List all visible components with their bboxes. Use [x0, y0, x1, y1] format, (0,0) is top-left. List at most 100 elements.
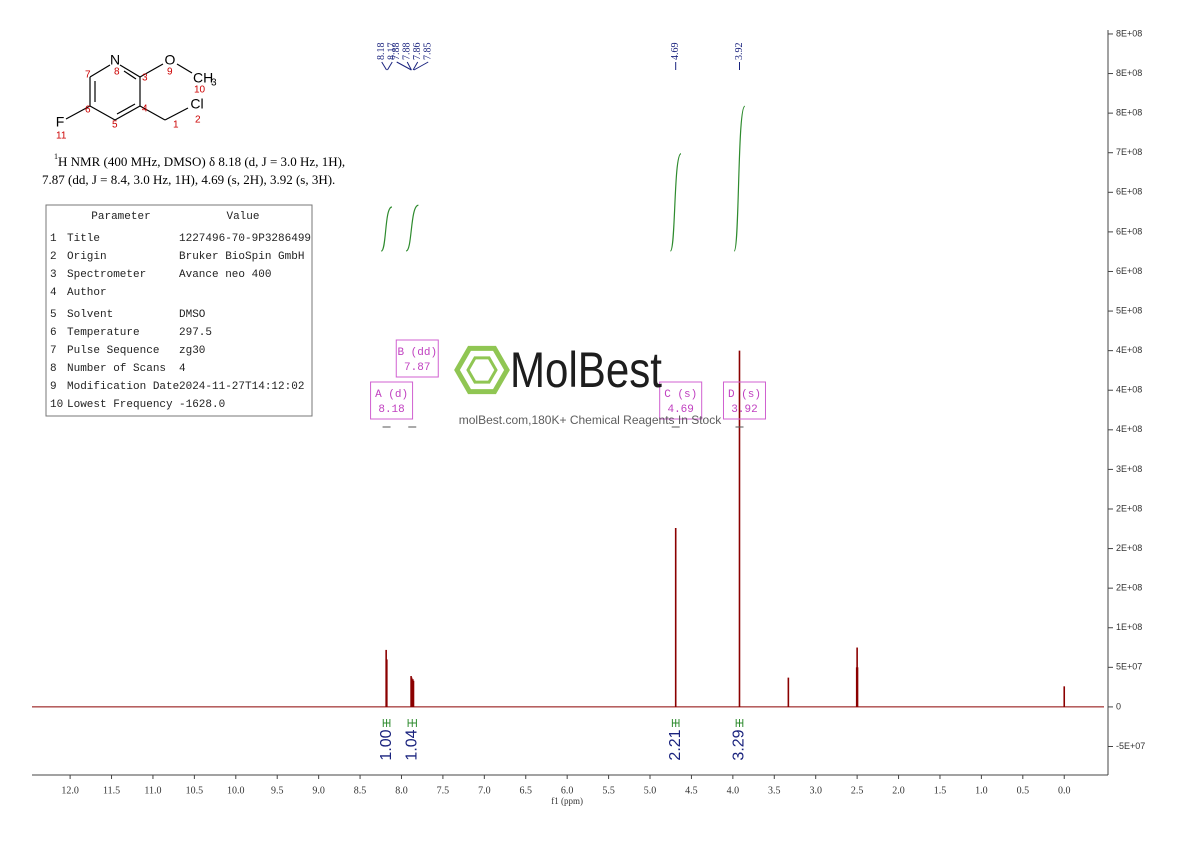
- table-cell: Avance neo 400: [179, 269, 271, 281]
- bond: [139, 105, 166, 121]
- x-tick-label: 0.0: [1058, 785, 1071, 796]
- x-axis-label: f1 (ppm): [551, 796, 583, 806]
- table-cell: 10: [50, 399, 63, 411]
- multiplet-box: [395, 339, 439, 378]
- multiplet-box: [659, 381, 703, 420]
- x-tick-label: 0.5: [1017, 785, 1030, 796]
- x-tick-label: 8.0: [395, 785, 408, 796]
- bond: [89, 105, 116, 121]
- atom: F: [56, 114, 65, 130]
- bond: [114, 105, 141, 121]
- y-tick-label: 1E+08: [1116, 622, 1142, 632]
- x-tick-label: 11.5: [103, 785, 120, 796]
- table-cell: 7: [50, 345, 57, 357]
- table-cell: Solvent: [67, 309, 113, 321]
- table-cell: 9: [50, 381, 57, 393]
- x-tick-label: 9.0: [312, 785, 325, 796]
- integral-label: 2.21: [667, 729, 684, 760]
- y-tick-label: -5E+07: [1116, 741, 1145, 751]
- table-cell: 1227496-70-9P3286499: [179, 233, 311, 245]
- atom-number: 1: [173, 120, 179, 131]
- x-tick-label: 1.0: [975, 785, 988, 796]
- x-tick-label: 3.0: [809, 785, 822, 796]
- y-tick-label: 6E+08: [1116, 187, 1142, 197]
- y-tick-label: 4E+08: [1116, 424, 1142, 434]
- table-cell: Modification Date: [67, 381, 179, 393]
- y-tick-label: 4E+08: [1116, 385, 1142, 395]
- integral-label: 3.29: [731, 729, 748, 760]
- atom: Cl: [190, 96, 203, 112]
- y-tick-label: 6E+08: [1116, 226, 1142, 236]
- x-tick-label: 7.5: [437, 785, 450, 796]
- parameter-table: Parameter Value 1 Title 1227496-70-9P32864…: [45, 204, 313, 417]
- peak-label: 7.85: [423, 43, 434, 61]
- atom-number: 8: [114, 67, 120, 78]
- bond: [116, 103, 136, 115]
- x-tick-label: 6.0: [561, 785, 574, 796]
- bond: [65, 105, 91, 120]
- multiplet-label: A (d): [375, 389, 408, 401]
- y-tick-label: 5E+07: [1116, 662, 1142, 672]
- x-tick-label: 5.0: [644, 785, 657, 796]
- table-cell: 8: [50, 363, 57, 375]
- table-cell: Title: [67, 233, 100, 245]
- description-line: H NMR (400 MHz, DMSO) δ 8.18 (d, J = 3.0…: [58, 154, 345, 169]
- y-tick-label: 8E+08: [1116, 68, 1142, 78]
- table-cell: 5: [50, 309, 57, 321]
- bond: [164, 107, 189, 121]
- peak-label-connector: [396, 61, 412, 71]
- atom: N: [110, 52, 120, 68]
- table-cell: Temperature: [67, 327, 140, 339]
- bond: [123, 70, 137, 80]
- table-cell: Origin: [67, 251, 107, 263]
- table-cell: Author: [67, 287, 107, 299]
- peak-label-connector: [406, 61, 412, 71]
- y-tick-label: 4E+08: [1116, 345, 1142, 355]
- x-tick-label: 4.0: [727, 785, 740, 796]
- logo-hexagon: [454, 345, 510, 395]
- x-tick-label: 8.5: [354, 785, 367, 796]
- y-tick-label: 2E+08: [1116, 543, 1142, 553]
- x-tick-label: 9.5: [271, 785, 284, 796]
- y-tick-label: 2E+08: [1116, 503, 1142, 513]
- watermark-tagline: molBest.com,180K+ Chemical Reagents In S…: [459, 413, 722, 427]
- table-header: Parameter: [91, 211, 150, 223]
- table-cell: Lowest Frequency: [67, 399, 173, 411]
- table-cell: 297.5: [179, 327, 212, 339]
- multiplet-label: D (s): [728, 389, 761, 401]
- atom-number: 5: [112, 120, 118, 131]
- peak-label: 4.69: [670, 43, 681, 61]
- x-tick-label: 6.5: [519, 785, 532, 796]
- bond: [89, 64, 111, 78]
- atom-number: 11: [56, 131, 67, 142]
- table-border: [45, 204, 313, 417]
- integral-label: 1.04: [403, 729, 420, 760]
- peak-label: 8.18: [376, 43, 387, 61]
- table-cell: Number of Scans: [67, 363, 166, 375]
- atom: CH: [193, 70, 213, 86]
- y-tick-label: 8E+08: [1116, 28, 1142, 38]
- multiplet-label: B (dd): [397, 347, 437, 359]
- logo-hexagon-inner: [466, 356, 498, 384]
- peak-label: 7.86: [412, 43, 423, 61]
- integral-curve: [669, 153, 682, 252]
- y-tick-label: 2E+08: [1116, 583, 1142, 593]
- multiplet-shift: 7.87: [404, 362, 430, 374]
- multiplet-box: [722, 381, 766, 420]
- molecule: N O CH 3 F Cl 1 2 3 4 5 6 7 8 9 10 11: [56, 52, 217, 142]
- table-cell: zg30: [179, 345, 205, 357]
- atom-number: 10: [194, 85, 206, 96]
- atom-number: 3: [142, 73, 148, 84]
- x-tick-label: 7.0: [478, 785, 491, 796]
- x-tick-label: 12.0: [61, 785, 79, 796]
- x-tick-label: 1.5: [934, 785, 947, 796]
- peak-label: 7.88: [391, 43, 402, 61]
- integral-curve: [380, 206, 393, 252]
- integral-curve: [733, 105, 746, 252]
- x-tick-label: 2.5: [851, 785, 864, 796]
- bond: [139, 63, 164, 78]
- table-cell: -1628.0: [179, 399, 225, 411]
- table-cell: 2024-11-27T14:12:02: [179, 381, 304, 393]
- integral-curve: [405, 204, 419, 252]
